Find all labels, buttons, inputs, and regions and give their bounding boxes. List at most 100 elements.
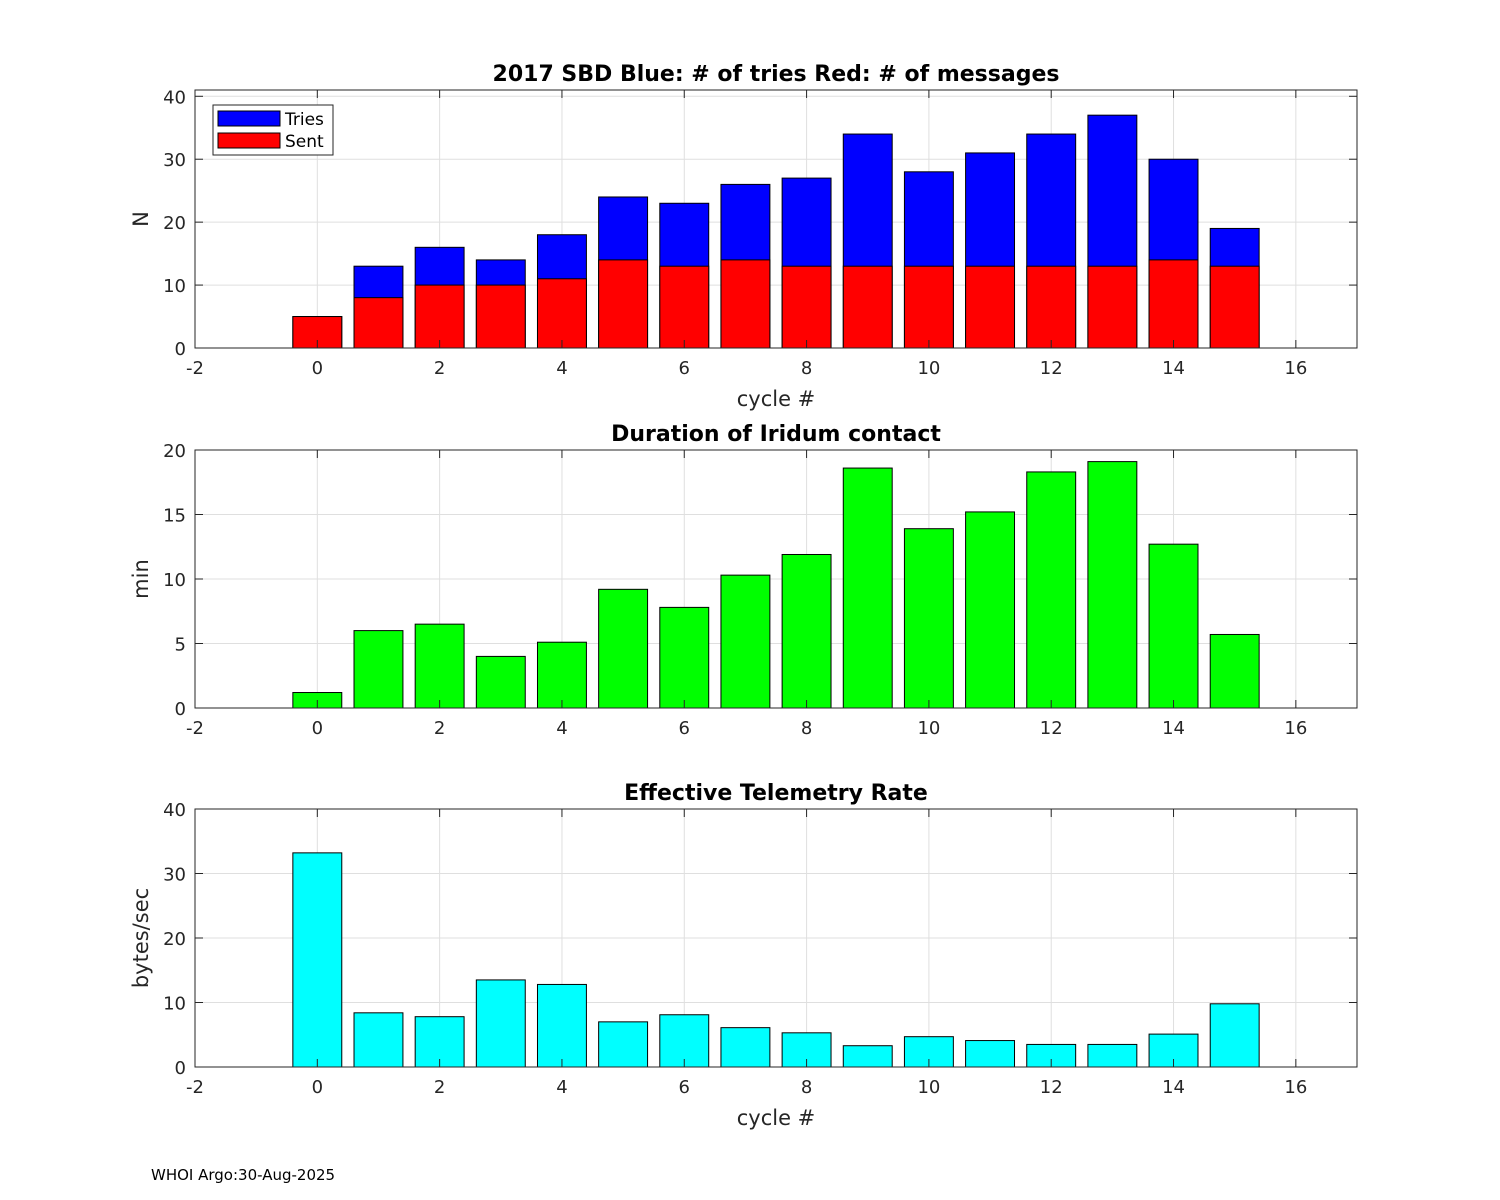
bar-duration-4: [536, 641, 587, 709]
bar-duration-8: [781, 553, 832, 709]
chart-title: Effective Telemetry Rate: [624, 781, 928, 806]
x-tick-label: 4: [556, 358, 567, 379]
x-tick-label: 0: [312, 718, 323, 739]
bar-sent-1: [353, 297, 404, 349]
bar-rate-0: [292, 852, 343, 1068]
x-tick-label: -2: [186, 358, 204, 379]
bar-sent-5: [598, 259, 649, 349]
bar-duration-12: [1026, 471, 1077, 709]
x-tick-label: 12: [1040, 718, 1063, 739]
y-tick-label: 0: [175, 699, 186, 720]
footer-label: WHOI Argo:30-Aug-2025: [151, 1166, 336, 1184]
bar-duration-10: [903, 528, 954, 709]
x-tick-label: 14: [1162, 358, 1185, 379]
y-tick-label: 10: [163, 570, 186, 591]
bar-duration-6: [659, 606, 710, 709]
chart-title: Duration of Iridum contact: [611, 422, 941, 447]
x-tick-label: -2: [186, 1077, 204, 1098]
y-tick-label: 20: [163, 213, 186, 234]
bar-duration-13: [1087, 461, 1138, 709]
y-tick-label: 15: [163, 506, 186, 527]
y-axis-label: bytes/sec: [129, 888, 153, 988]
bar-sent-14: [1148, 259, 1199, 349]
x-tick-label: 4: [556, 718, 567, 739]
chart-title: 2017 SBD Blue: # of tries Red: # of mess…: [493, 62, 1060, 87]
bar-rate-6: [659, 1014, 710, 1068]
bar-duration-15: [1209, 633, 1260, 709]
bar-sent-15: [1209, 265, 1260, 349]
bar-sent-8: [781, 265, 832, 349]
x-tick-label: 6: [679, 718, 690, 739]
x-axis-label: cycle #: [737, 1106, 816, 1130]
bar-duration-9: [842, 467, 893, 709]
x-tick-label: 10: [917, 358, 940, 379]
y-tick-label: 20: [163, 929, 186, 950]
bar-duration-7: [720, 574, 771, 709]
bar-duration-1: [353, 630, 404, 709]
bar-duration-3: [475, 655, 526, 709]
y-tick-label: 40: [163, 87, 186, 108]
bar-rate-4: [536, 983, 587, 1068]
x-tick-label: 14: [1162, 1077, 1185, 1098]
x-tick-label: 8: [801, 718, 812, 739]
legend-swatch-sent: [217, 132, 281, 149]
y-tick-label: 0: [175, 1058, 186, 1079]
x-axis-label: cycle #: [737, 387, 816, 411]
bar-rate-1: [353, 1012, 404, 1068]
axes-box: [194, 89, 1358, 349]
x-tick-label: 16: [1284, 1077, 1307, 1098]
x-tick-label: 2: [434, 718, 445, 739]
y-tick-label: 5: [175, 635, 186, 656]
y-axis-label: min: [129, 559, 153, 599]
bar-duration-11: [965, 511, 1016, 709]
x-tick-label: 16: [1284, 358, 1307, 379]
x-tick-label: 0: [312, 1077, 323, 1098]
x-tick-label: 2: [434, 358, 445, 379]
bar-rate-7: [720, 1027, 771, 1068]
x-tick-label: 0: [312, 358, 323, 379]
x-tick-label: 14: [1162, 718, 1185, 739]
y-axis-label: N: [129, 211, 153, 227]
x-tick-label: 8: [801, 1077, 812, 1098]
bar-rate-11: [965, 1040, 1016, 1068]
bar-rate-9: [842, 1045, 893, 1068]
x-tick-label: 12: [1040, 358, 1063, 379]
x-tick-label: 2: [434, 1077, 445, 1098]
bar-sent-10: [903, 265, 954, 349]
bar-rate-13: [1087, 1043, 1138, 1068]
bar-sent-6: [659, 265, 710, 349]
y-tick-label: 30: [163, 150, 186, 171]
bar-rate-3: [475, 979, 526, 1068]
y-tick-label: 0: [175, 339, 186, 360]
bar-sent-13: [1087, 265, 1138, 349]
x-tick-label: 6: [679, 358, 690, 379]
legend-label-sent: Sent: [285, 132, 324, 152]
x-tick-label: -2: [186, 718, 204, 739]
x-tick-label: 16: [1284, 718, 1307, 739]
y-tick-label: 10: [163, 994, 186, 1015]
y-tick-label: 40: [163, 800, 186, 821]
y-tick-label: 30: [163, 865, 186, 886]
bar-sent-11: [965, 265, 1016, 349]
x-tick-label: 10: [917, 718, 940, 739]
bar-rate-5: [598, 1021, 649, 1068]
bar-duration-14: [1148, 543, 1199, 709]
x-tick-label: 4: [556, 1077, 567, 1098]
x-tick-label: 12: [1040, 1077, 1063, 1098]
x-tick-label: 8: [801, 358, 812, 379]
bar-rate-15: [1209, 1003, 1260, 1068]
bar-sent-2: [414, 284, 465, 349]
bar-rate-2: [414, 1016, 465, 1068]
y-tick-label: 20: [163, 441, 186, 462]
y-tick-label: 10: [163, 276, 186, 297]
x-tick-label: 6: [679, 1077, 690, 1098]
legend-swatch-tries: [217, 110, 281, 127]
bar-duration-2: [414, 623, 465, 709]
x-tick-label: 10: [917, 1077, 940, 1098]
bar-duration-5: [598, 588, 649, 709]
bar-sent-12: [1026, 265, 1077, 349]
